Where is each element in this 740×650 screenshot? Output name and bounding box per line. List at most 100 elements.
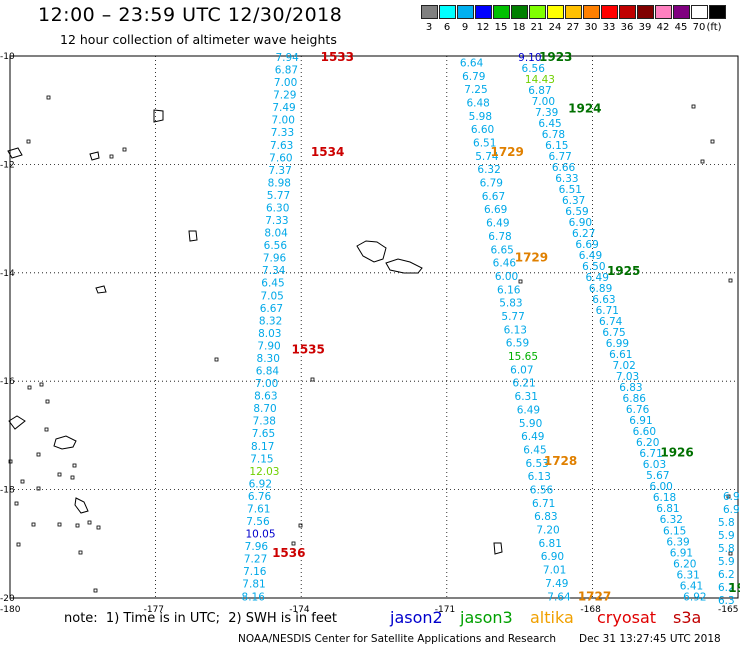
swh-value: 7.15	[250, 453, 273, 465]
islet	[691, 104, 696, 109]
swh-value: 5.74	[475, 151, 499, 163]
legend-swatch	[673, 5, 690, 19]
pass-label: 1923	[539, 50, 572, 64]
swh-value: 7.81	[242, 579, 265, 591]
swh-value: 6.61	[609, 349, 632, 361]
islet	[45, 399, 50, 404]
lat-label: -16	[0, 377, 15, 387]
islet	[728, 551, 733, 556]
island-outline	[493, 542, 503, 555]
pass-label: 1536	[272, 546, 305, 560]
legend-swatch	[439, 5, 456, 19]
swh-value: 6.79	[462, 71, 485, 83]
swh-value: 6.51	[473, 138, 496, 150]
swh-value: 6.20	[636, 437, 659, 449]
islet	[14, 501, 19, 506]
swh-value: 6.13	[504, 324, 527, 336]
lon-label: -165	[718, 605, 738, 615]
legend-label: 6	[443, 22, 451, 33]
legend-swatch	[655, 5, 672, 19]
swh-value: 6.92	[683, 591, 706, 603]
lat-label: -14	[0, 269, 15, 279]
swh-value: 8.03	[258, 328, 281, 340]
swh-value: 6.21	[512, 378, 535, 390]
swh-value: 8.04	[264, 228, 288, 240]
swh-value: 6.83	[534, 511, 557, 523]
swh-value: 8.16	[242, 591, 266, 603]
lat-label: -10	[0, 52, 15, 62]
swh-value: 7.33	[265, 215, 288, 227]
swh-value: 5.83	[499, 298, 522, 310]
swh-value: 6.45	[261, 278, 284, 290]
swh-value: 6.64	[460, 57, 484, 69]
swh-value: 6.89	[589, 283, 612, 295]
islet	[20, 479, 25, 484]
pass-label: 1925	[607, 264, 640, 278]
lon-label: -177	[144, 605, 164, 615]
satellite-legend-jason3: jason3	[460, 608, 513, 627]
swh-value: 6.63	[592, 294, 615, 306]
swh-value: 6.13	[528, 471, 551, 483]
islet	[710, 139, 715, 144]
map-frame	[9, 55, 739, 599]
islet	[44, 427, 49, 432]
swh-value: 9.10	[518, 52, 541, 64]
swh-value: 6.00	[495, 271, 518, 283]
swh-value: 7.49	[545, 578, 568, 590]
swh-value: 7.29	[273, 90, 296, 102]
swh-value: 7.65	[252, 428, 275, 440]
swh-value: 10.05	[245, 529, 275, 541]
swh-value: 6.71	[532, 498, 555, 510]
credit-line: NOAA/NESDIS Center for Satellite Applica…	[238, 633, 556, 645]
swh-value: 6.78	[488, 231, 511, 243]
legend-swatch	[565, 5, 582, 19]
legend-swatch	[547, 5, 564, 19]
pass-label: 1729	[515, 251, 548, 265]
legend-label: 3	[425, 22, 433, 33]
swh-value: 8.63	[254, 391, 277, 403]
swh-value: 6.67	[260, 303, 283, 315]
swh-value: 6.9	[723, 491, 740, 503]
islet	[310, 377, 315, 382]
swh-value: 6.86	[623, 393, 647, 405]
legend-swatch	[709, 5, 726, 19]
swh-value: 7.49	[272, 102, 295, 114]
islet	[31, 522, 36, 527]
swh-value: 6.69	[575, 239, 598, 251]
legend-label: 15	[494, 22, 508, 33]
legend-swatch	[637, 5, 654, 19]
swh-value: 7.27	[244, 554, 267, 566]
island-outline	[89, 151, 100, 161]
swh-value: 6.49	[486, 218, 509, 230]
swh-value: 6.32	[477, 164, 500, 176]
swh-value: 6.91	[670, 547, 693, 559]
swh-value: 6.87	[528, 85, 551, 97]
swh-value: 6.90	[541, 551, 564, 563]
swh-value: 7.00	[255, 378, 278, 390]
swh-value: 6.31	[676, 569, 699, 581]
islet	[26, 139, 31, 144]
swh-value: 6.45	[523, 444, 546, 456]
islet	[87, 520, 92, 525]
swh-value: 8.32	[259, 315, 282, 327]
satellite-legend-s3a: s3a	[673, 608, 702, 627]
legend-label: 70	[692, 22, 706, 33]
swh-value: 6.37	[562, 195, 585, 207]
legend-swatch	[493, 5, 510, 19]
swh-value: 6.00	[649, 481, 672, 493]
swh-value: 5.90	[519, 418, 542, 430]
swh-value: 6.59	[565, 206, 588, 218]
swh-value: 7.33	[271, 127, 294, 139]
swh-value: 7.61	[247, 503, 270, 515]
swh-value: 6.49	[517, 404, 540, 416]
pass-label: 192	[728, 581, 740, 595]
islet	[36, 486, 41, 491]
legend-swatch	[457, 5, 474, 19]
lon-label: -174	[289, 605, 310, 615]
swh-value: 8.98	[268, 177, 291, 189]
swh-value: 6.30	[266, 202, 289, 214]
islet	[214, 357, 219, 362]
islet	[36, 452, 41, 457]
swh-value: 5.8	[718, 543, 735, 555]
islet	[93, 588, 98, 593]
